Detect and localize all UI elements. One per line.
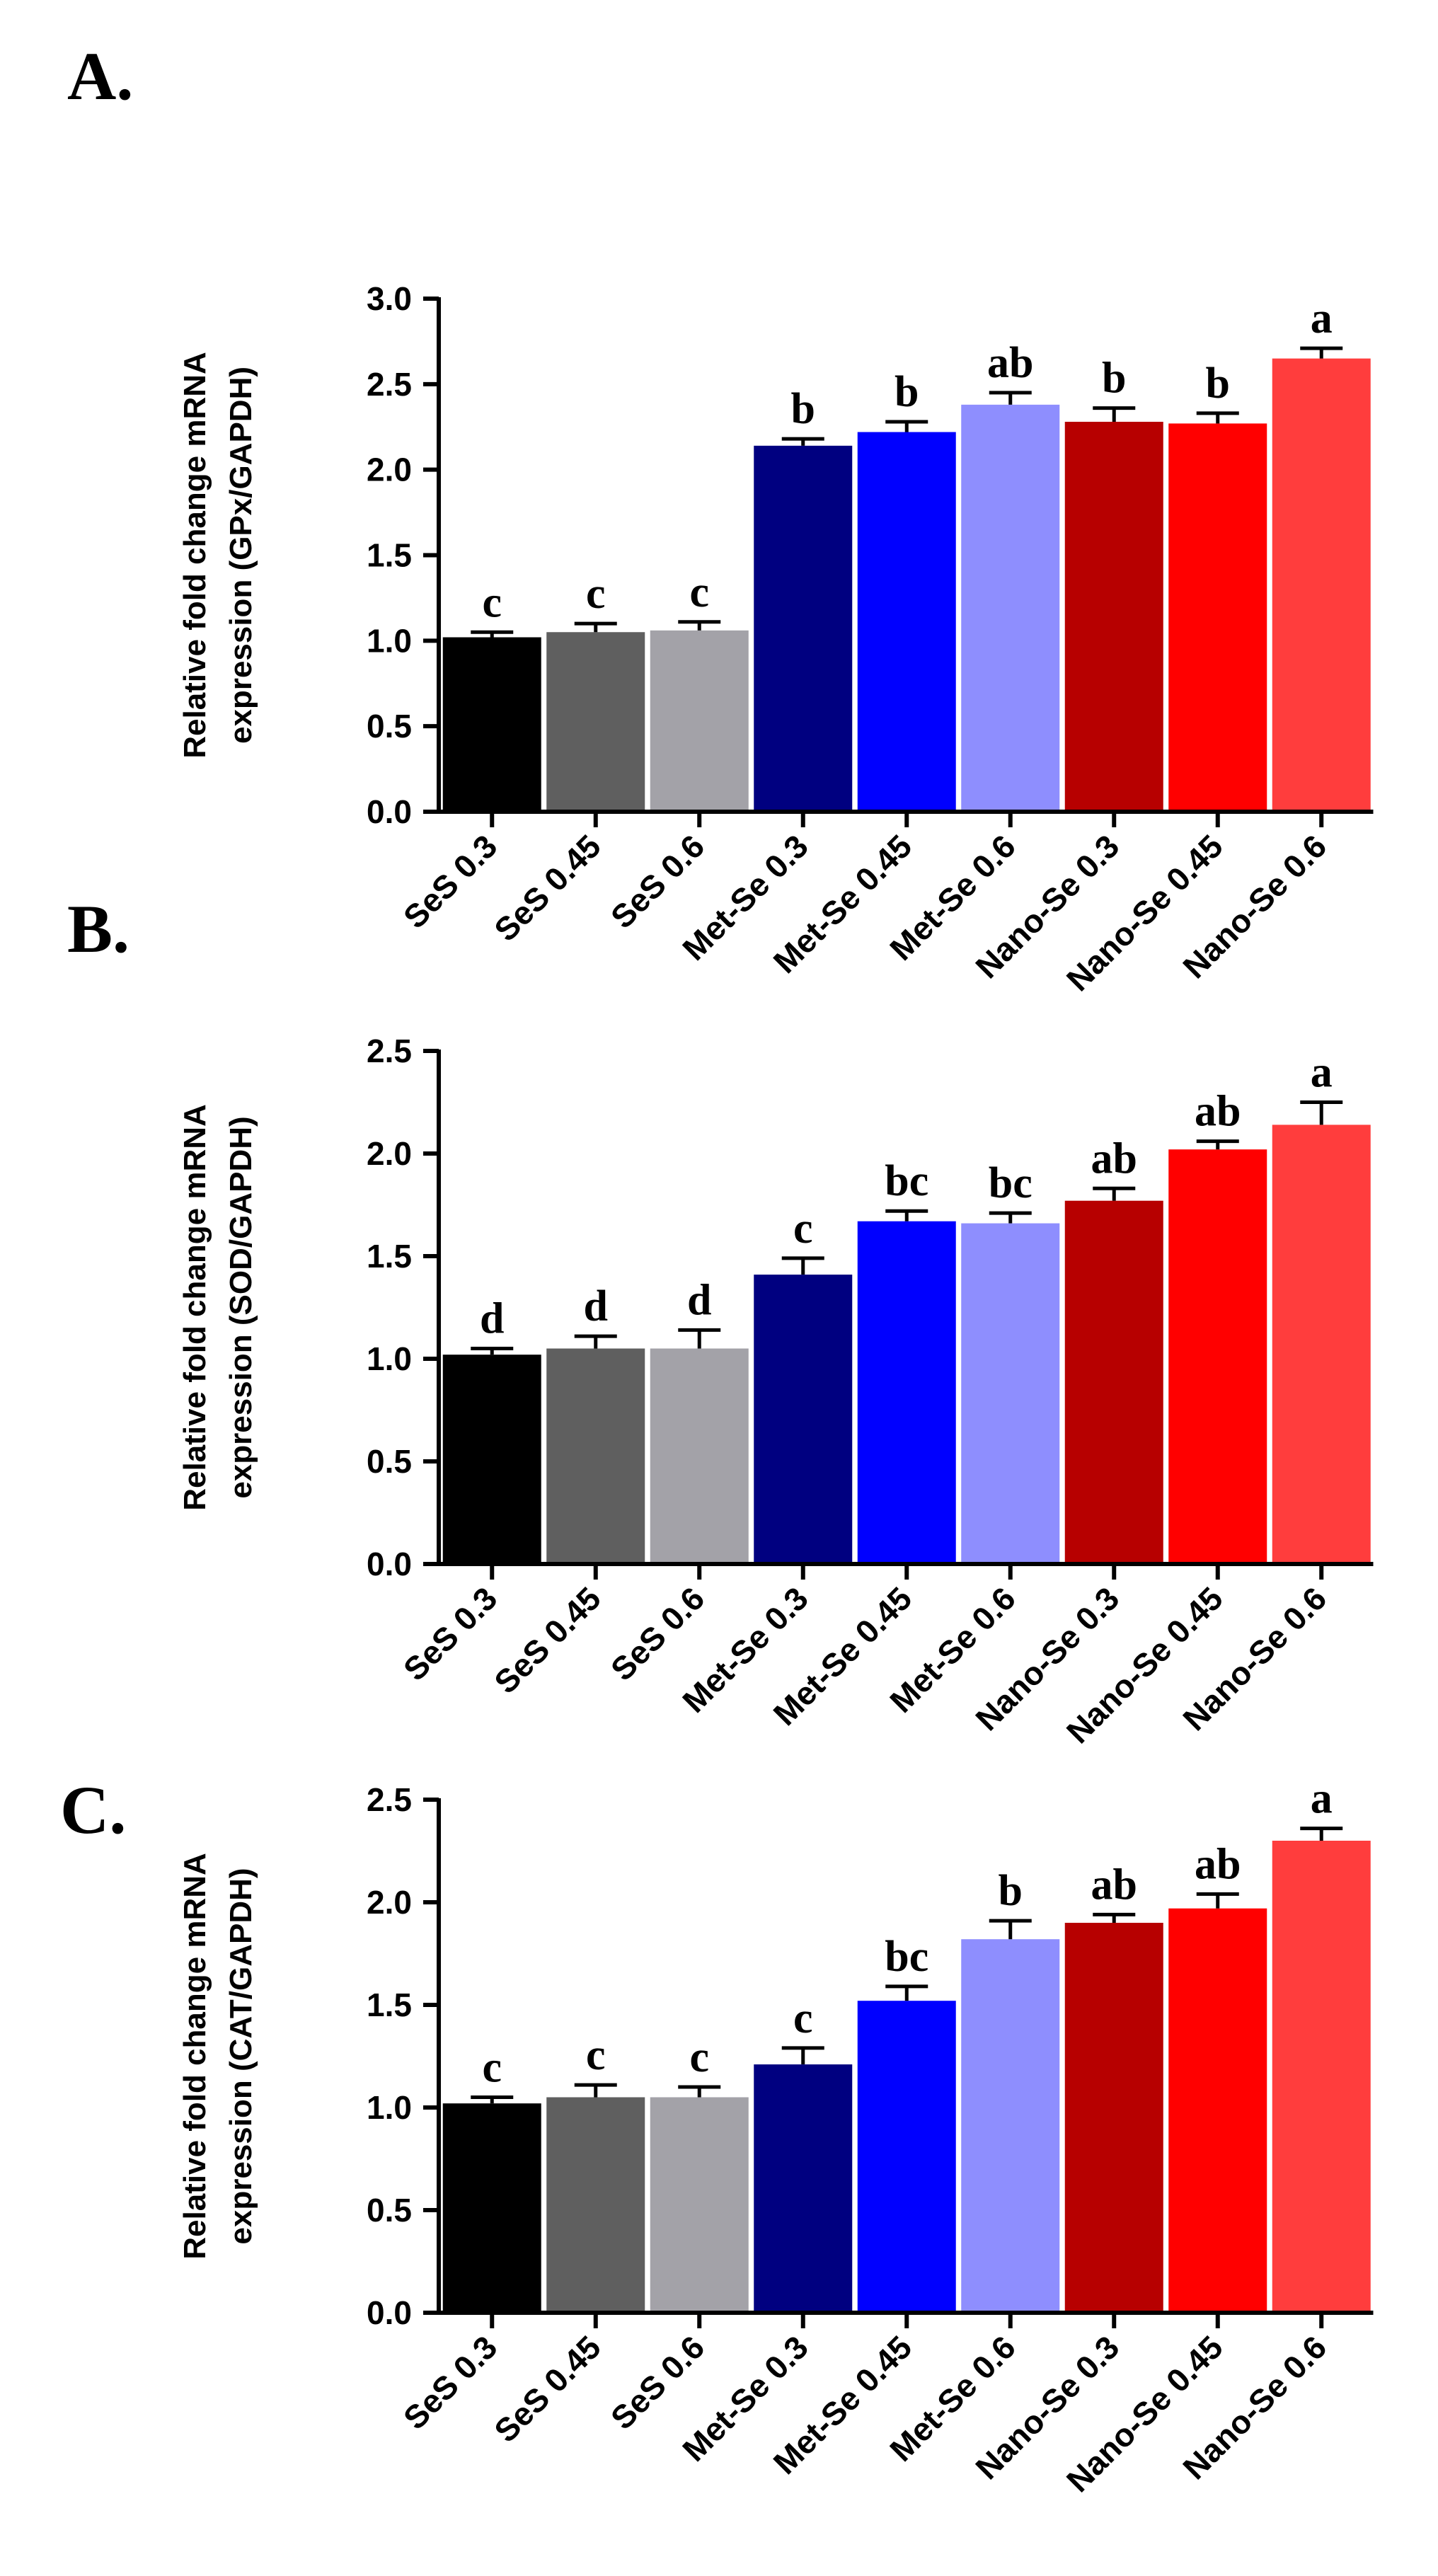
bar bbox=[754, 1275, 853, 1564]
y-tick-label: 2.0 bbox=[367, 452, 412, 488]
x-tick-label: SeS 0.3 bbox=[396, 1580, 505, 1688]
significance-letter: d bbox=[584, 1282, 608, 1330]
bar bbox=[1064, 1923, 1163, 2313]
bar bbox=[650, 2097, 749, 2313]
significance-letter: c bbox=[793, 1994, 813, 2042]
x-tick-label: SeS 0.6 bbox=[604, 1580, 712, 1688]
significance-letter: c bbox=[793, 1204, 813, 1253]
bar bbox=[961, 404, 1060, 812]
bar bbox=[857, 2001, 956, 2313]
significance-letter: ab bbox=[1091, 1861, 1137, 1909]
bar bbox=[546, 1348, 645, 1564]
significance-letter: b bbox=[1206, 360, 1230, 408]
chart-panel-3: C. Relative fold change mRNA expression (C… bbox=[60, 1772, 1374, 2499]
bar bbox=[546, 2097, 645, 2313]
bar bbox=[1064, 1200, 1163, 1564]
x-tick-label: SeS 0.45 bbox=[487, 827, 608, 948]
bar bbox=[1168, 1149, 1267, 1564]
significance-letter: ab bbox=[1091, 1134, 1137, 1183]
significance-letter: ab bbox=[1195, 1088, 1241, 1136]
bar bbox=[1168, 1908, 1267, 2313]
bar bbox=[1064, 422, 1163, 812]
bar bbox=[1168, 423, 1267, 812]
chart-panel-2: B. Relative fold change mRNA expression (S… bbox=[67, 891, 1374, 1750]
x-tick-label: SeS 0.3 bbox=[396, 2328, 505, 2437]
y-tick-label: 2.0 bbox=[367, 1135, 412, 1172]
bar bbox=[1272, 1841, 1371, 2313]
panel-label: B. bbox=[67, 891, 130, 967]
bar bbox=[754, 445, 853, 812]
y-axis-title-line-1: Relative fold change mRNA bbox=[178, 1853, 212, 2260]
y-axis-title-line-2: expression (CAT/GAPDH) bbox=[224, 1868, 258, 2244]
panel-label: C. bbox=[60, 1772, 126, 1848]
chart-panel-1: A. Relative fold change mRNA expression (G… bbox=[67, 38, 1374, 998]
x-tick-label: SeS 0.3 bbox=[396, 827, 505, 936]
y-tick-label: 2.5 bbox=[367, 1033, 412, 1069]
y-tick-label: 1.5 bbox=[367, 1986, 412, 2023]
y-tick-label: 0.5 bbox=[367, 2192, 412, 2229]
bar bbox=[961, 1939, 1060, 2313]
significance-letter: ab bbox=[1195, 1840, 1241, 1888]
y-tick-label: 1.5 bbox=[367, 537, 412, 574]
y-tick-label: 0.5 bbox=[367, 708, 412, 744]
bar bbox=[546, 632, 645, 812]
y-tick-label: 2.5 bbox=[367, 366, 412, 403]
x-tick-label: SeS 0.45 bbox=[487, 1580, 608, 1701]
significance-letter: a bbox=[1311, 1049, 1333, 1097]
significance-letter: c bbox=[482, 2044, 502, 2092]
bar bbox=[857, 1221, 956, 1564]
y-tick-label: 1.0 bbox=[367, 1340, 412, 1377]
significance-letter: bc bbox=[989, 1159, 1033, 1207]
y-tick-label: 1.5 bbox=[367, 1238, 412, 1275]
x-tick-label: SeS 0.6 bbox=[604, 2328, 712, 2437]
bar bbox=[650, 1348, 749, 1564]
significance-letter: b bbox=[999, 1867, 1023, 1915]
significance-letter: b bbox=[791, 385, 815, 433]
significance-letter: ab bbox=[987, 339, 1033, 387]
y-tick-label: 0.0 bbox=[367, 2294, 412, 2331]
bar bbox=[442, 1355, 541, 1564]
significance-letter: c bbox=[586, 570, 606, 618]
bar bbox=[754, 2064, 853, 2313]
significance-letter: a bbox=[1311, 294, 1333, 343]
significance-letter: d bbox=[480, 1295, 504, 1343]
bar bbox=[650, 630, 749, 812]
significance-letter: a bbox=[1311, 1775, 1333, 1823]
bar bbox=[442, 637, 541, 812]
y-tick-label: 0.0 bbox=[367, 793, 412, 830]
bar bbox=[857, 432, 956, 812]
significance-letter: c bbox=[689, 2033, 709, 2081]
y-tick-label: 1.0 bbox=[367, 2089, 412, 2126]
y-tick-label: 2.5 bbox=[367, 1781, 412, 1818]
y-tick-label: 1.0 bbox=[367, 622, 412, 659]
bar bbox=[961, 1223, 1060, 1564]
bar bbox=[1272, 358, 1371, 812]
bar bbox=[442, 2103, 541, 2313]
bar bbox=[1272, 1125, 1371, 1564]
x-tick-label: SeS 0.45 bbox=[487, 2328, 608, 2449]
significance-letter: c bbox=[689, 568, 709, 616]
y-tick-label: 2.0 bbox=[367, 1884, 412, 1921]
y-axis-title-line-2: expression (GPx/GAPDH) bbox=[224, 367, 258, 744]
significance-letter: c bbox=[586, 2031, 606, 2079]
panel-label: A. bbox=[67, 38, 133, 114]
y-tick-label: 0.5 bbox=[367, 1443, 412, 1480]
significance-letter: c bbox=[482, 578, 502, 626]
y-axis-title-line-1: Relative fold change mRNA bbox=[178, 1104, 212, 1511]
y-tick-label: 3.0 bbox=[367, 280, 412, 317]
significance-letter: bc bbox=[885, 1933, 928, 1981]
significance-letter: d bbox=[687, 1276, 711, 1324]
significance-letter: b bbox=[895, 368, 919, 416]
y-axis-title-line-1: Relative fold change mRNA bbox=[178, 352, 212, 759]
significance-letter: b bbox=[1102, 355, 1126, 403]
x-tick-label: SeS 0.6 bbox=[604, 827, 712, 936]
significance-letter: bc bbox=[885, 1157, 928, 1205]
y-tick-label: 0.0 bbox=[367, 1546, 412, 1582]
y-axis-title-line-2: expression (SOD/GAPDH) bbox=[224, 1116, 258, 1498]
